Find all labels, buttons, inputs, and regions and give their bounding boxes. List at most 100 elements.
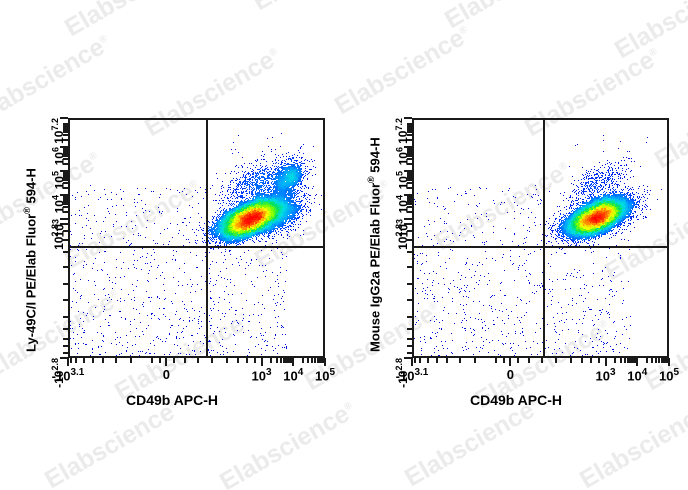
x-axis-tick-label: 0 [162,367,170,382]
x-axis-minor-tick [254,358,257,363]
y-axis-minor-tick [63,328,68,331]
x-axis-minor-tick [623,358,626,363]
y-axis-minor-tick [63,122,68,125]
quadrant-gate-horizontal-right[interactable] [412,246,669,248]
x-axis-minor-tick [279,358,282,363]
y-axis-minor-tick [407,299,412,302]
x-axis-minor-tick [246,358,249,363]
y-axis-minor-tick [407,210,412,213]
y-axis-minor-tick [63,125,68,128]
y-axis-tick [60,222,68,225]
x-axis-minor-tick [645,358,648,363]
x-axis-minor-tick [517,358,520,363]
y-axis-minor-tick [407,345,412,347]
x-axis-tick-label: -103.1 [51,367,85,384]
x-axis-tick-label: 103 [251,367,272,384]
y-axis-minor-tick [407,229,412,232]
y-axis-minor-tick [407,124,412,127]
x-axis-minor-tick [270,358,273,363]
y-axis-minor-tick [407,138,412,141]
x-axis-minor-tick [82,358,85,363]
y-axis-minor-tick [63,175,68,178]
x-axis-minor-tick [660,358,663,363]
x-axis-minor-tick [101,358,104,363]
x-axis-minor-tick [197,358,200,363]
y-axis-minor-tick [407,352,412,355]
y-axis-minor-tick [63,173,68,176]
y-axis-tick [404,169,412,172]
x-axis-title-right: CD49b APC-H [469,392,563,408]
y-axis-minor-tick [63,151,68,154]
y-axis-minor-tick [407,199,412,202]
y-axis-minor-tick [407,196,412,199]
y-axis-minor-tick [63,131,68,134]
x-axis-minor-tick [290,358,293,363]
y-axis-minor-tick [63,206,68,209]
x-axis-tick [668,358,670,366]
quadrant-gate-vertical-right[interactable] [543,118,545,358]
x-axis-minor-tick [173,358,176,363]
x-axis-tick [260,358,263,366]
y-axis-minor-tick [407,251,412,254]
y-axis-minor-tick [407,182,412,185]
x-axis-minor-tick [74,358,77,363]
quadrant-gate-horizontal-left[interactable] [68,246,325,248]
y-axis-minor-tick [407,328,412,331]
y-axis-tick [404,357,412,359]
x-axis-minor-tick [569,358,572,363]
y-axis-minor-tick [407,148,412,151]
x-axis-minor-tick [664,358,667,363]
y-axis-minor-tick [63,299,68,302]
x-axis-minor-tick [436,358,439,363]
y-axis-minor-tick [63,345,68,347]
y-axis-minor-tick [407,337,412,340]
y-axis-minor-tick [63,199,68,202]
x-axis-minor-tick [311,358,314,363]
y-axis-minor-tick [407,153,412,156]
y-axis-minor-tick [63,129,68,132]
y-axis-minor-tick [407,186,412,189]
x-axis-minor-tick [580,358,583,363]
y-axis-minor-tick [63,134,68,137]
x-axis-minor-tick [614,358,617,363]
x-axis-minor-tick [495,358,498,363]
y-axis-minor-tick [407,177,412,180]
x-axis-minor-tick [322,358,325,363]
x-axis-minor-tick [225,358,228,363]
x-axis-tick-label: 0 [506,367,514,382]
panel-mouse-igg2a-isotype: Mouse IgG2a PE/Elab Fluor® 594-H CD49b A… [344,0,688,490]
y-axis-minor-tick [407,197,412,200]
y-axis-tick [60,193,68,196]
x-axis-minor-tick [619,358,622,363]
quadrant-gate-vertical-left[interactable] [206,118,208,358]
y-axis-minor-tick [63,203,68,206]
x-axis-minor-tick [541,358,544,363]
x-axis-tick [509,358,512,366]
x-axis-minor-tick [211,358,214,363]
y-axis-minor-tick [63,146,68,149]
y-axis-minor-tick [63,229,68,232]
y-axis-minor-tick [63,162,68,165]
panel-ly-49c-i-sample: Ly-49C/I PE/Elab Fluor® 594-H CD49b APC-… [22,117,335,408]
y-axis-minor-tick [407,194,412,197]
y-axis-tick [60,117,68,119]
x-axis-minor-tick [445,358,448,363]
x-axis-minor-tick [320,358,323,363]
y-axis-minor-tick [407,125,412,128]
density-scatter-left [70,120,323,356]
x-axis-minor-tick [418,358,421,363]
x-axis-minor-tick [301,358,304,363]
y-axis-tick [60,169,68,172]
x-axis-minor-tick [426,358,429,363]
y-axis-minor-tick [407,122,412,125]
y-axis-tick [404,193,412,196]
y-axis-tick [404,117,412,119]
y-axis-minor-tick [407,129,412,132]
y-axis-minor-tick [407,239,412,242]
y-axis-minor-tick [407,316,412,319]
x-axis-minor-tick [626,358,629,363]
y-axis-minor-tick [63,210,68,213]
y-axis-minor-tick [63,182,68,185]
y-axis-minor-tick [63,170,68,173]
